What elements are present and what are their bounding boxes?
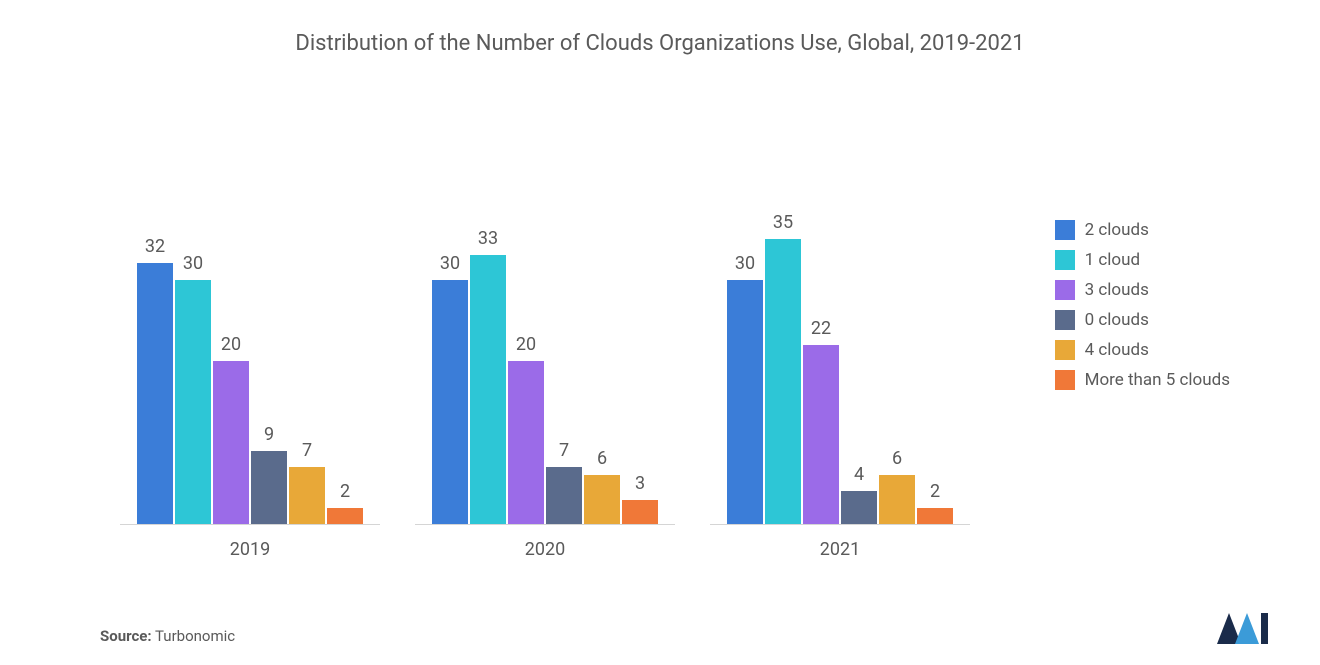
bar-group: 30 33 20 7 6 3 2020 (415, 210, 675, 560)
bar-value-label: 30 (183, 253, 203, 274)
legend-item: 4 clouds (1055, 340, 1230, 360)
bar-rect (803, 345, 839, 524)
bar-value-label: 32 (145, 236, 165, 257)
legend-item: 2 clouds (1055, 220, 1230, 240)
legend-swatch (1055, 280, 1075, 300)
legend-label: 1 cloud (1085, 250, 1140, 270)
bar-value-label: 4 (854, 464, 864, 485)
bar-value-label: 30 (440, 253, 460, 274)
bar-value-label: 2 (340, 481, 350, 502)
bar: 20 (212, 210, 250, 524)
category-label: 2020 (525, 539, 565, 560)
bar: 30 (174, 210, 212, 524)
legend: 2 clouds 1 cloud 3 clouds 0 clouds 4 clouds M… (1055, 220, 1230, 390)
bar: 32 (136, 210, 174, 524)
bar-rect (879, 475, 915, 524)
legend-swatch (1055, 220, 1075, 240)
bar-rect (584, 475, 620, 524)
bar-rect (546, 467, 582, 524)
bar-group-bars: 32 30 20 9 7 2 (120, 210, 380, 525)
bar: 2 (326, 210, 364, 524)
bar: 6 (878, 210, 916, 524)
bar-value-label: 6 (892, 448, 902, 469)
legend-item: 0 clouds (1055, 310, 1230, 330)
bar-value-label: 6 (597, 448, 607, 469)
legend-item: 3 clouds (1055, 280, 1230, 300)
legend-swatch (1055, 340, 1075, 360)
bar-group: 30 35 22 4 6 2 2021 (710, 210, 970, 560)
bar-rect (508, 361, 544, 524)
bar-group-bars: 30 33 20 7 6 3 (415, 210, 675, 525)
bar-value-label: 9 (264, 424, 274, 445)
bar-value-label: 20 (516, 334, 536, 355)
bar-value-label: 3 (635, 473, 645, 494)
bar-rect (327, 508, 363, 524)
chart-title: Distribution of the Number of Clouds Org… (0, 0, 1320, 60)
legend-label: 2 clouds (1085, 220, 1149, 240)
brand-logo-icon (1215, 611, 1270, 650)
legend-item: More than 5 clouds (1055, 370, 1230, 390)
bar-value-label: 33 (478, 228, 498, 249)
legend-swatch (1055, 370, 1075, 390)
bar-value-label: 2 (930, 481, 940, 502)
bar-rect (289, 467, 325, 524)
bar-value-label: 30 (735, 253, 755, 274)
legend-label: 3 clouds (1085, 280, 1149, 300)
bar-rect (765, 239, 801, 524)
legend-swatch (1055, 310, 1075, 330)
bar-rect (175, 280, 211, 524)
bar: 3 (621, 210, 659, 524)
bar: 7 (288, 210, 326, 524)
legend-swatch (1055, 250, 1075, 270)
bar: 7 (545, 210, 583, 524)
bar: 35 (764, 210, 802, 524)
category-label: 2019 (230, 539, 270, 560)
bar-value-label: 22 (811, 318, 831, 339)
bar: 30 (431, 210, 469, 524)
bar: 20 (507, 210, 545, 524)
bar-rect (251, 451, 287, 524)
bar: 30 (726, 210, 764, 524)
bar: 2 (916, 210, 954, 524)
bar-group: 32 30 20 9 7 2 2019 (120, 210, 380, 560)
bar-rect (727, 280, 763, 524)
category-label: 2021 (820, 539, 860, 560)
bar-value-label: 7 (559, 440, 569, 461)
bar-rect (470, 255, 506, 524)
bar: 6 (583, 210, 621, 524)
legend-label: 0 clouds (1085, 310, 1149, 330)
legend-item: 1 cloud (1055, 250, 1230, 270)
bar: 22 (802, 210, 840, 524)
bar-rect (917, 508, 953, 524)
source-label: Source: (100, 627, 152, 645)
bar-value-label: 20 (221, 334, 241, 355)
source-value: Turbonomic (155, 627, 235, 645)
bar-rect (622, 500, 658, 524)
legend-label: 4 clouds (1085, 340, 1149, 360)
bar: 4 (840, 210, 878, 524)
chart-plot-area: 32 30 20 9 7 2 2019 30 33 20 7 6 3 2020 30 35 22 4 6 2 2021 (120, 140, 970, 560)
bar: 9 (250, 210, 288, 524)
source-attribution: Source: Turbonomic (100, 627, 235, 645)
bar-rect (137, 263, 173, 524)
bar-rect (213, 361, 249, 524)
bar-group-bars: 30 35 22 4 6 2 (710, 210, 970, 525)
bar-value-label: 7 (302, 440, 312, 461)
bar-rect (841, 491, 877, 524)
legend-label: More than 5 clouds (1085, 370, 1230, 390)
bar: 33 (469, 210, 507, 524)
bar-rect (432, 280, 468, 524)
bar-value-label: 35 (773, 212, 793, 233)
